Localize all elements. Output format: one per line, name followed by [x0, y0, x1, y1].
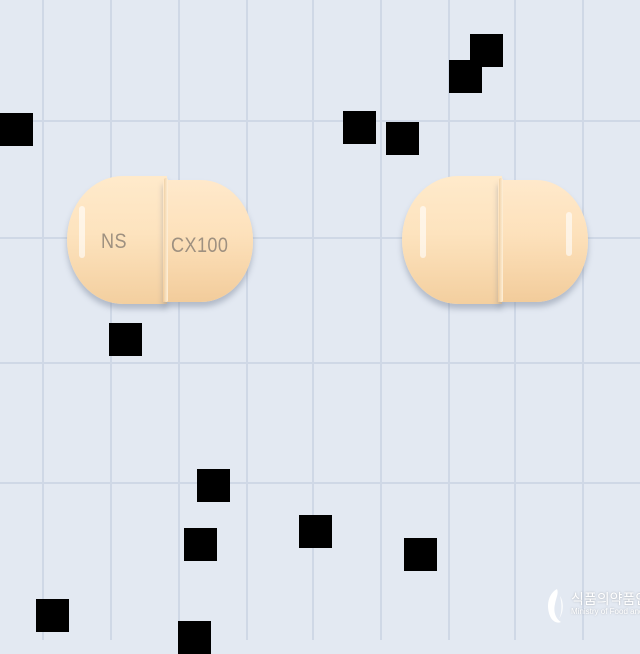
- occlusion-block: [109, 323, 142, 356]
- occlusion-block: [36, 599, 69, 632]
- grid-line: [246, 0, 248, 640]
- occlusion-block: [178, 621, 211, 654]
- occlusion-block: [184, 528, 217, 561]
- occlusion-block: [404, 538, 437, 571]
- watermark-english-text: Ministry of Food and: [571, 607, 640, 616]
- capsule-body: [163, 180, 253, 302]
- occlusion-block: [0, 113, 33, 146]
- imprint-cx100: CX100: [171, 234, 229, 257]
- grid-line: [0, 482, 640, 484]
- imprint-ns: NS: [101, 230, 127, 253]
- watermark-logo: 식품의약품안전 Ministry of Food and: [544, 586, 640, 626]
- capsule-highlight: [79, 206, 85, 258]
- occlusion-block: [197, 469, 230, 502]
- grid-line: [178, 0, 180, 640]
- grid-line: [312, 0, 314, 640]
- capsule-cap: [402, 176, 502, 304]
- capsule-seam: [164, 178, 168, 302]
- capsule-highlight: [566, 212, 572, 256]
- grid-line: [110, 0, 112, 640]
- grid-line: [0, 120, 640, 122]
- grid-line: [42, 0, 44, 640]
- occlusion-block: [299, 515, 332, 548]
- grid-line: [514, 0, 516, 640]
- occlusion-block: [386, 122, 419, 155]
- grid-line: [0, 237, 640, 239]
- capsule-body: [498, 180, 588, 302]
- capsule-imprinted: NS CX100: [67, 176, 257, 306]
- grid-line: [448, 0, 450, 640]
- grid-line: [0, 362, 640, 364]
- grid-line: [380, 0, 382, 640]
- grid-line: [582, 0, 584, 640]
- occlusion-block: [343, 111, 376, 144]
- capsule-seam: [499, 178, 503, 302]
- watermark-korean-text: 식품의약품안전: [571, 591, 640, 607]
- capsule-highlight: [420, 206, 426, 258]
- swirl-logo-icon: [548, 589, 563, 623]
- capsule-plain: [402, 176, 592, 306]
- occlusion-block: [449, 60, 482, 93]
